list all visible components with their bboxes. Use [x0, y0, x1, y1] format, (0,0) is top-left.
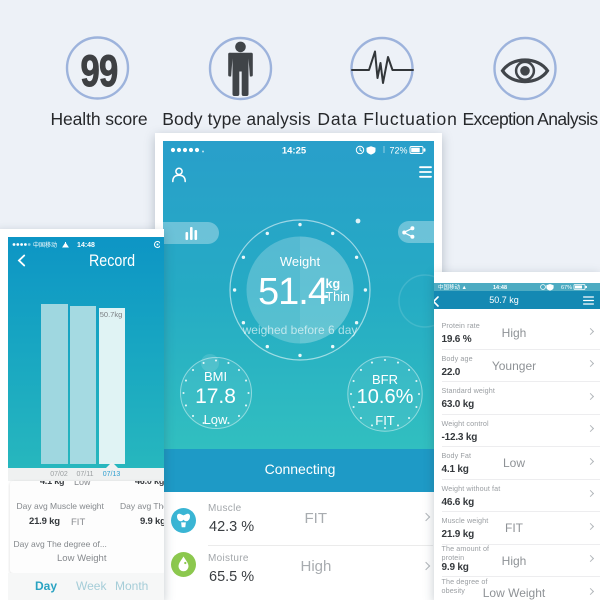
svg-text:72%: 72% — [389, 145, 407, 155]
svg-text:14:48: 14:48 — [493, 285, 507, 291]
svg-text:中国移动 ▲: 中国移动 ▲ — [438, 283, 467, 291]
svg-text:14:25: 14:25 — [282, 145, 307, 156]
svg-text:中国移动: 中国移动 — [33, 241, 57, 249]
svg-text:99: 99 — [80, 47, 117, 96]
svg-text:14:48: 14:48 — [77, 242, 95, 249]
svg-text:67%: 67% — [561, 285, 572, 291]
